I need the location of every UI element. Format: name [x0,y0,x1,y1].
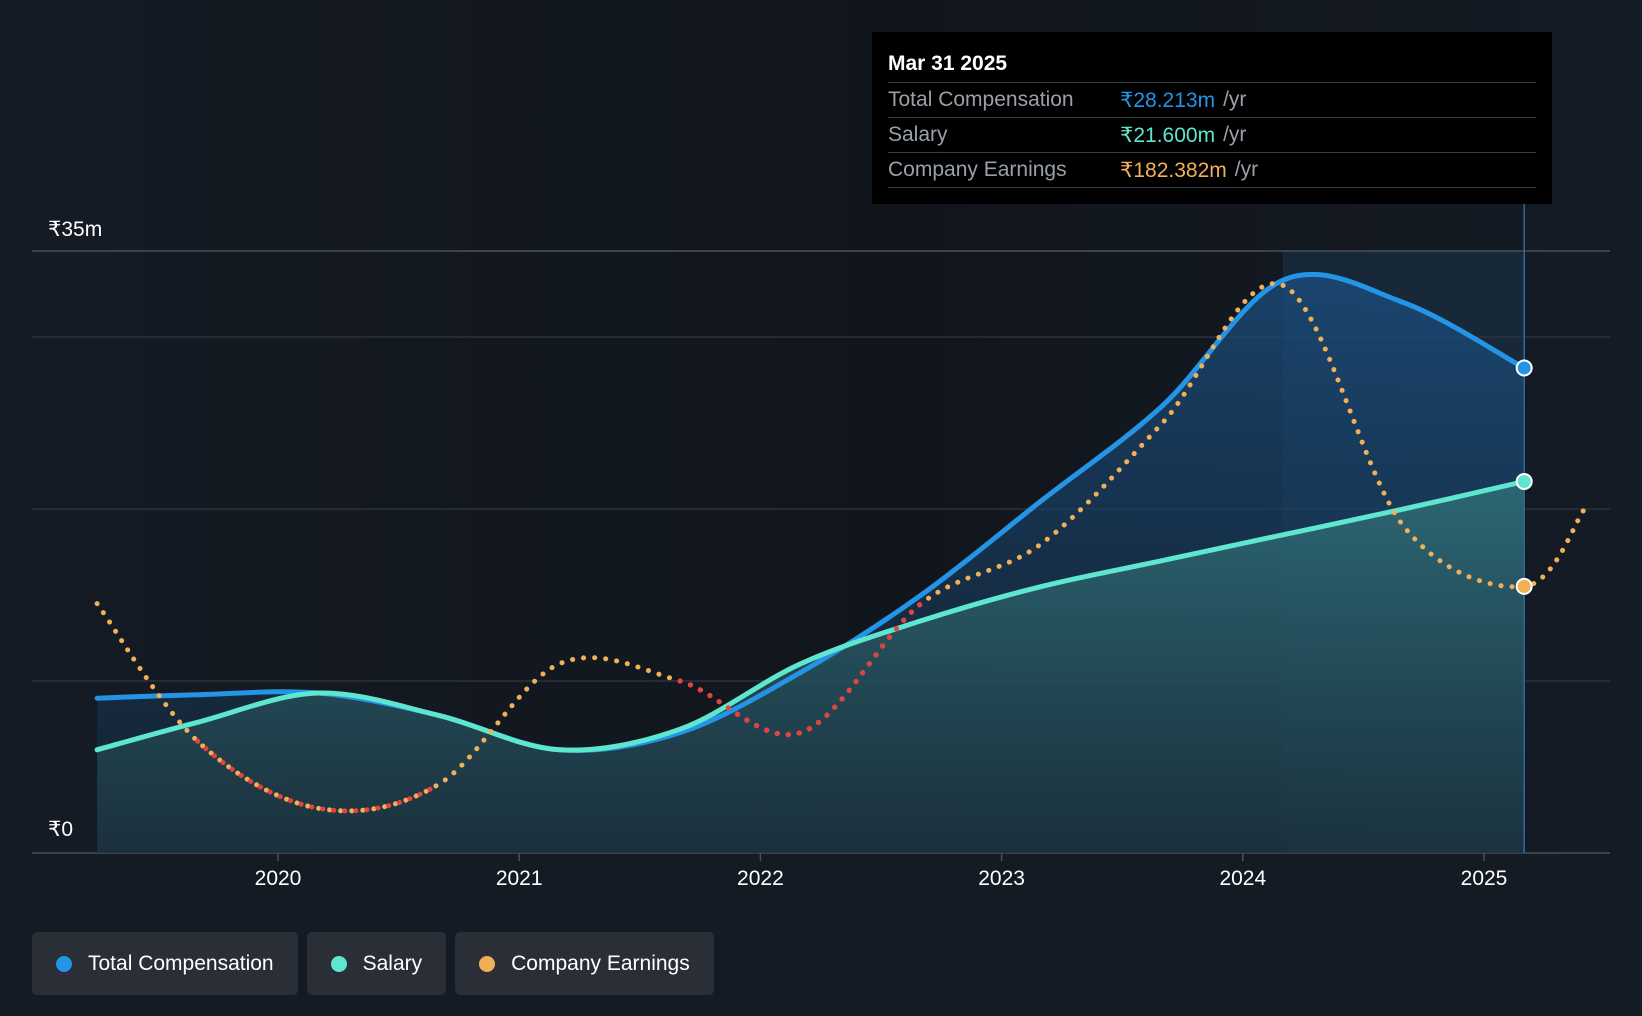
legend-dot-icon [56,955,72,972]
tooltip-value: ₹28.213m [1120,88,1216,112]
legend: Total Compensation Salary Company Earnin… [32,932,714,995]
tooltip-row-company-earnings: Company Earnings ₹182.382m /yr [888,152,1536,188]
tooltip-date: Mar 31 2025 [888,52,1008,75]
tooltip-unit: /yr [1223,123,1247,146]
x-tick-label: 2020 [255,867,302,890]
salary-line [94,479,1527,753]
y-label-bottom: ₹0 [48,818,73,841]
x-axis-ticks: 2020 2021 2022 2023 2024 2025 [255,853,1508,890]
end-markers [1515,359,1533,595]
tooltip-label: Total Compensation [888,88,1074,111]
legend-item-company-earnings[interactable]: Company Earnings [455,932,714,995]
legend-item-salary[interactable]: Salary [306,932,447,995]
tooltip-value: ₹182.382m [1120,158,1227,182]
y-label-top: ₹35m [48,218,102,241]
tooltip-row-salary: Salary ₹21.600m /yr [888,117,1536,152]
legend-label: Company Earnings [511,951,690,975]
tooltip-unit: /yr [1234,158,1259,181]
end-marker-total-compensation [1515,359,1533,377]
legend-item-total-compensation[interactable]: Total Compensation [32,932,298,995]
tooltip-unit: /yr [1223,88,1247,111]
tooltip-value: ₹21.600m [1120,123,1216,147]
end-marker-company-earnings [1515,577,1533,595]
x-tick-label: 2022 [737,867,784,890]
tooltip-row-total-compensation: Total Compensation ₹28.213m /yr [888,82,1536,117]
company-earnings-low-segment [195,738,442,814]
end-marker-salary [1515,472,1533,490]
company-earnings-line [94,281,1587,814]
legend-label: Salary [362,951,423,975]
x-tick-label: 2024 [1219,867,1266,890]
x-tick-label: 2021 [496,867,543,890]
tooltip-label: Salary [888,123,948,146]
x-tick-label: 2025 [1461,867,1508,890]
company-earnings-low-segment [677,601,924,737]
tooltip-label: Company Earnings [888,158,1067,181]
legend-label: Total Compensation [88,951,274,975]
legend-dot-icon [330,955,347,972]
legend-dot-icon [479,955,496,972]
tooltip: Mar 31 2025 Total Compensation ₹28.213m … [872,32,1552,204]
x-tick-label: 2023 [978,867,1025,890]
